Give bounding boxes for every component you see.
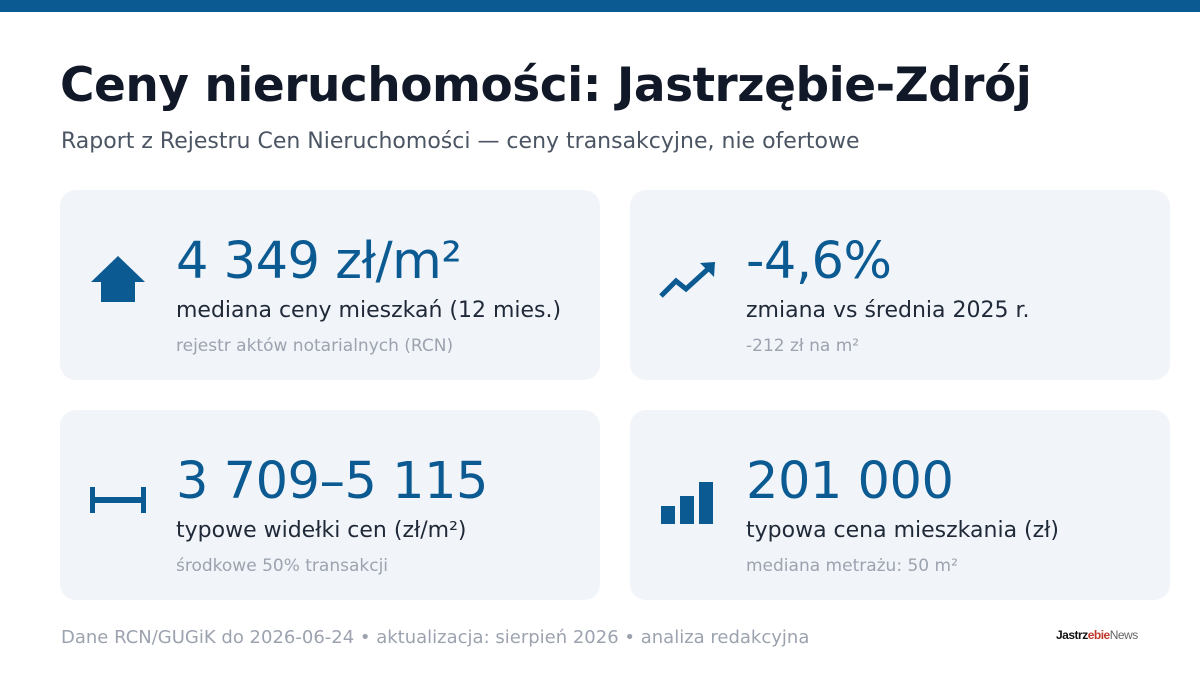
typical-price-note: mediana metrażu: 50 m² — [746, 556, 958, 576]
price-change-value: -4,6% — [746, 232, 892, 291]
card-typical-price: 201 000 typowa cena mieszkania (zł) medi… — [630, 410, 1170, 600]
price-range-value: 3 709–5 115 — [176, 452, 489, 511]
range-icon — [90, 487, 146, 513]
logo-part-3: News — [1109, 628, 1139, 642]
price-change-label: zmiana vs średnia 2025 r. — [746, 298, 1030, 323]
card-price-change: -4,6% zmiana vs średnia 2025 r. -212 zł … — [630, 190, 1170, 380]
price-change-note: -212 zł na m² — [746, 336, 860, 356]
footer-source: Dane RCN/GUGiK do 2026-06-24 • aktualiza… — [61, 627, 810, 648]
page-subtitle: Raport z Rejestru Cen Nieruchomości — ce… — [61, 129, 860, 154]
price-range-label: typowe widełki cen (zł/m²) — [176, 518, 467, 543]
card-median-price: 4 349 zł/m² mediana ceny mieszkań (12 mi… — [60, 190, 600, 380]
card-price-range: 3 709–5 115 typowe widełki cen (zł/m²) ś… — [60, 410, 600, 600]
typical-price-label: typowa cena mieszkania (zł) — [746, 518, 1060, 543]
typical-price-value: 201 000 — [746, 452, 954, 511]
top-accent-bar — [0, 0, 1200, 12]
bar-chart-icon — [661, 482, 713, 524]
logo-part-1: Jastrz — [1056, 628, 1088, 642]
price-range-note: środkowe 50% transakcji — [176, 556, 389, 576]
brand-logo: JastrzebieNews — [1056, 628, 1138, 642]
house-icon — [91, 256, 145, 302]
median-price-label: mediana ceny mieszkań (12 mies.) — [176, 298, 562, 323]
page-title: Ceny nieruchomości: Jastrzębie-Zdrój — [60, 58, 1032, 113]
median-price-note: rejestr aktów notarialnych (RCN) — [176, 336, 454, 356]
trend-up-icon — [659, 262, 715, 298]
median-price-value: 4 349 zł/m² — [176, 232, 462, 291]
logo-part-2: ebie — [1087, 628, 1111, 642]
